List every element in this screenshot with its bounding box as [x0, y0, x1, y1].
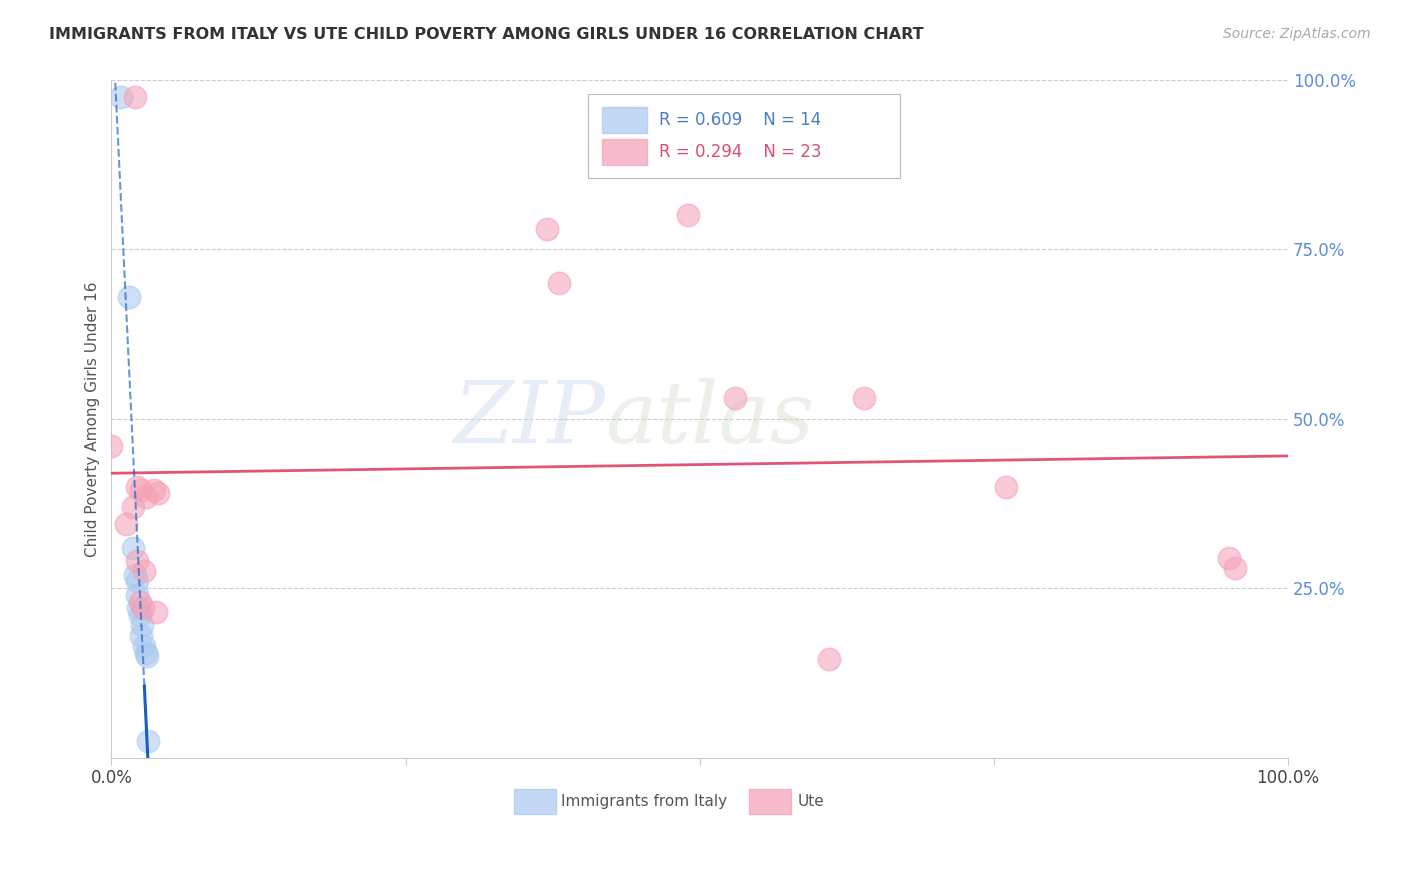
Point — [114, 516, 136, 531]
Point — [145, 605, 167, 619]
Point — [129, 483, 152, 497]
Point — [994, 479, 1017, 493]
Point — [818, 652, 841, 666]
Text: Ute: Ute — [797, 794, 824, 809]
Text: Source: ZipAtlas.com: Source: ZipAtlas.com — [1223, 27, 1371, 41]
Point — [127, 574, 149, 589]
Point — [121, 541, 143, 555]
Point — [724, 392, 747, 406]
Point — [127, 554, 149, 568]
Point — [1218, 550, 1240, 565]
Point — [127, 479, 149, 493]
Point — [148, 486, 170, 500]
Point — [128, 595, 150, 609]
FancyBboxPatch shape — [602, 139, 647, 165]
FancyBboxPatch shape — [588, 94, 900, 178]
Point — [132, 601, 155, 615]
Point — [121, 500, 143, 514]
Y-axis label: Child Poverty Among Girls Under 16: Child Poverty Among Girls Under 16 — [86, 281, 100, 557]
FancyBboxPatch shape — [513, 789, 557, 814]
FancyBboxPatch shape — [749, 789, 792, 814]
Point — [129, 629, 152, 643]
Point — [118, 290, 141, 304]
Text: R = 0.609    N = 14: R = 0.609 N = 14 — [658, 111, 821, 129]
Point — [131, 618, 153, 632]
Point — [124, 90, 146, 104]
Point — [135, 490, 157, 504]
Point — [128, 608, 150, 623]
Point — [134, 564, 156, 578]
Point — [134, 639, 156, 653]
Text: R = 0.294    N = 23: R = 0.294 N = 23 — [658, 143, 821, 161]
Point — [853, 392, 876, 406]
Point — [547, 277, 569, 291]
Text: Immigrants from Italy: Immigrants from Italy — [561, 794, 727, 809]
Point — [127, 588, 149, 602]
Point — [127, 601, 149, 615]
Point — [676, 209, 699, 223]
Point — [135, 646, 157, 660]
Point — [135, 648, 157, 663]
Point — [1223, 561, 1246, 575]
Point — [536, 222, 558, 236]
FancyBboxPatch shape — [602, 107, 647, 133]
Point — [100, 439, 122, 453]
Point — [110, 90, 132, 104]
Text: ZIP: ZIP — [454, 377, 606, 460]
Point — [142, 483, 165, 497]
Text: atlas: atlas — [606, 377, 814, 460]
Text: IMMIGRANTS FROM ITALY VS UTE CHILD POVERTY AMONG GIRLS UNDER 16 CORRELATION CHAR: IMMIGRANTS FROM ITALY VS UTE CHILD POVER… — [49, 27, 924, 42]
Point — [124, 567, 146, 582]
Point — [136, 733, 159, 747]
